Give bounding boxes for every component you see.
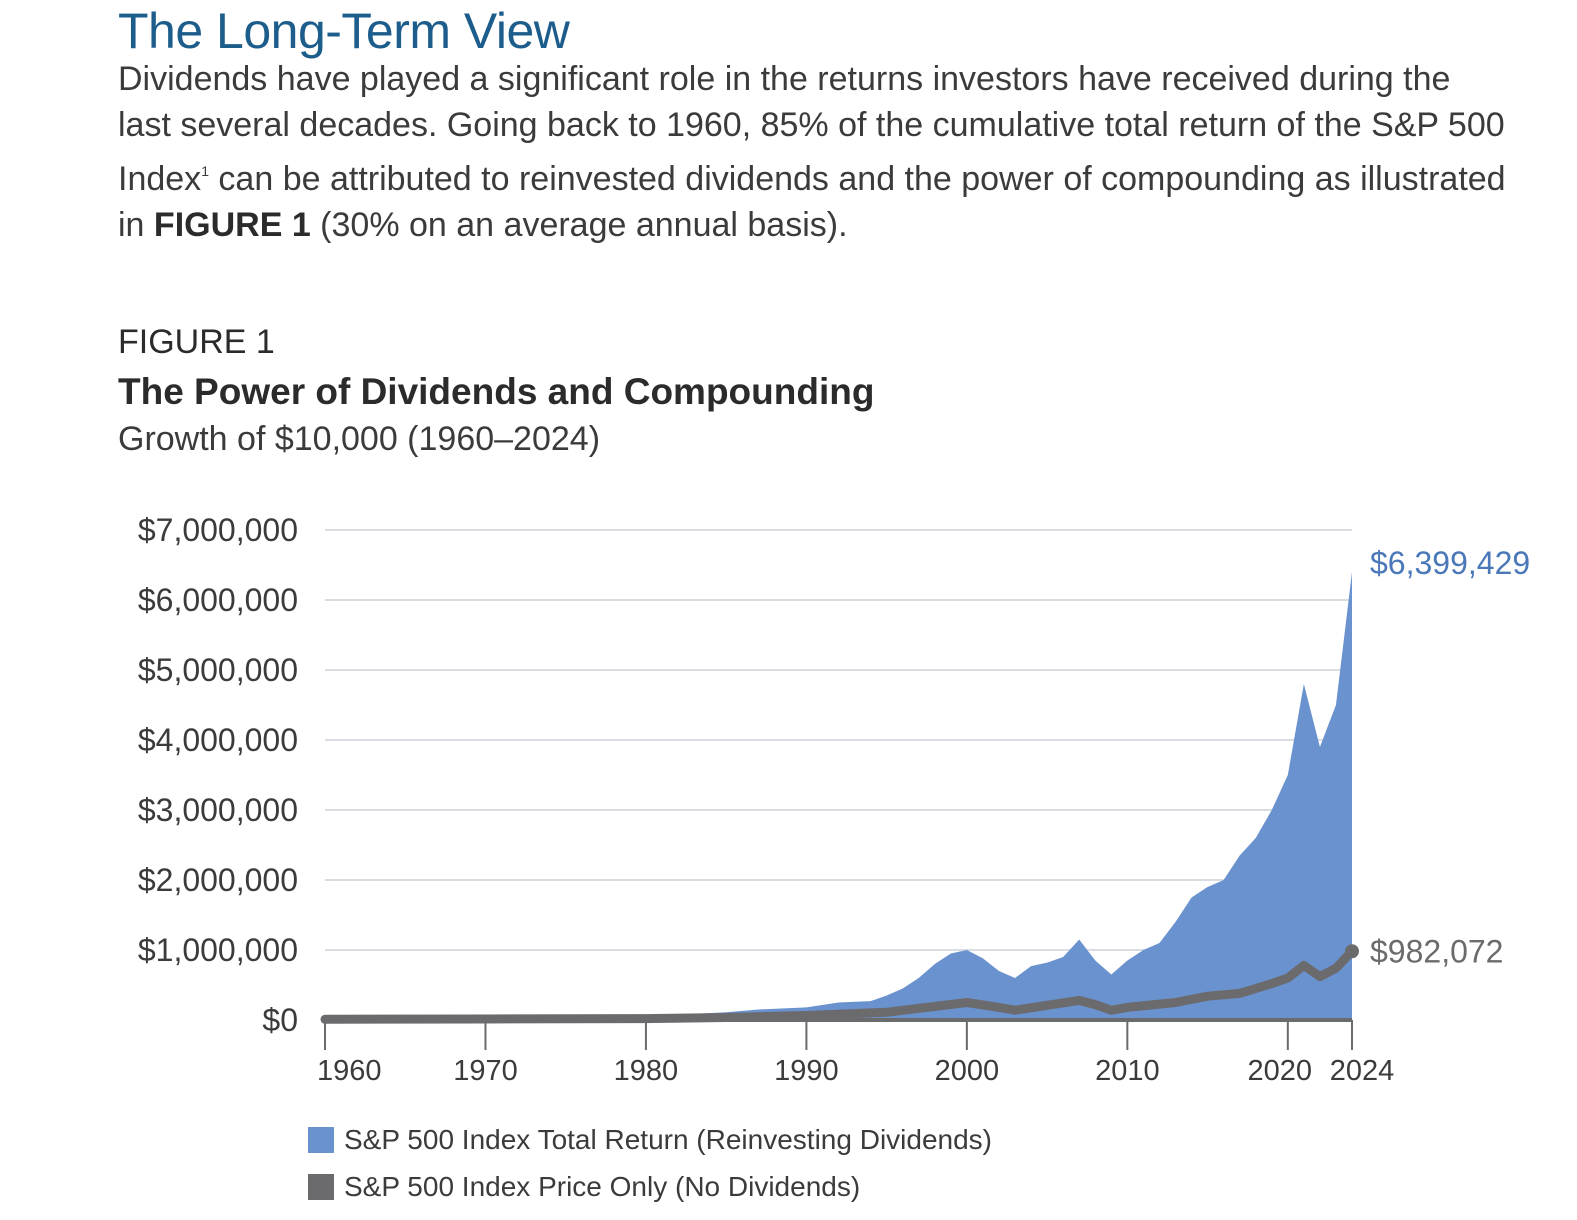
figure-subtitle: Growth of $10,000 (1960–2024)	[118, 420, 601, 458]
price-only-line	[320, 946, 1357, 1024]
price-only-end-label: $982,072	[1370, 933, 1503, 969]
figure-reference: FIGURE 1	[153, 206, 311, 244]
series	[320, 572, 1359, 1024]
y-tick-label: $4,000,000	[138, 722, 298, 758]
intro-paragraph: Dividends have played a significant role…	[118, 56, 1508, 248]
price-only-end-marker	[1345, 944, 1359, 959]
y-tick-label: $5,000,000	[138, 652, 298, 688]
total-return-area	[325, 572, 1352, 1020]
y-tick-label: $6,000,000	[138, 582, 298, 618]
footnote-marker: 1	[201, 163, 209, 179]
legend-swatch-price-only	[308, 1173, 334, 1200]
growth-chart: $0 $1,000,000 $2,000,000 $3,000,000 $4,000,0…	[138, 512, 1530, 1087]
x-tick-label: 2010	[1095, 1055, 1160, 1087]
legend-swatch-total-return	[308, 1126, 334, 1153]
y-tick-label: $2,000,000	[138, 862, 298, 898]
x-tick-label: 1990	[774, 1055, 839, 1087]
gridlines	[325, 529, 1352, 951]
intro-text-part3: (30% on an average annual basis).	[310, 206, 848, 244]
x-tick-label: 1960	[317, 1055, 382, 1087]
end-labels: $6,399,429 $982,072	[1370, 545, 1530, 969]
legend-label-total-return: S&P 500 Index Total Return (Reinvesting …	[344, 1123, 992, 1155]
legend-label-price-only: S&P 500 Index Price Only (No Dividends)	[344, 1170, 861, 1202]
total-return-end-label: $6,399,429	[1370, 545, 1530, 581]
legend-item-total-return: S&P 500 Index Total Return (Reinvesting …	[308, 1116, 992, 1163]
x-tick-label: 2000	[935, 1055, 1000, 1087]
y-tick-label: $1,000,000	[138, 932, 298, 968]
legend-item-price-only: S&P 500 Index Price Only (No Dividends)	[308, 1163, 992, 1210]
legend: S&P 500 Index Total Return (Reinvesting …	[308, 1116, 992, 1210]
intro-text-part2: can be attributed to reinvested dividend…	[118, 160, 1506, 244]
y-tick-label: $0	[262, 1002, 298, 1038]
figure-label: FIGURE 1	[118, 323, 275, 361]
y-axis-ticks: $0 $1,000,000 $2,000,000 $3,000,000 $4,000,0…	[138, 512, 298, 1038]
y-tick-label: $7,000,000	[138, 512, 298, 548]
intro-text-part1: Dividends have played a significant role…	[118, 60, 1505, 198]
x-tick-label: 2020	[1248, 1055, 1313, 1087]
x-tick-label: 2024	[1330, 1055, 1395, 1087]
x-tick-label: 1980	[614, 1055, 679, 1087]
page-title: The Long-Term View	[118, 3, 570, 59]
x-tick-label: 1970	[453, 1055, 518, 1087]
x-axis: 1960 1970 1980 1990 2000 2010 2020 2024	[317, 1018, 1395, 1087]
figure-title: The Power of Dividends and Compounding	[118, 371, 875, 412]
y-tick-label: $3,000,000	[138, 792, 298, 828]
